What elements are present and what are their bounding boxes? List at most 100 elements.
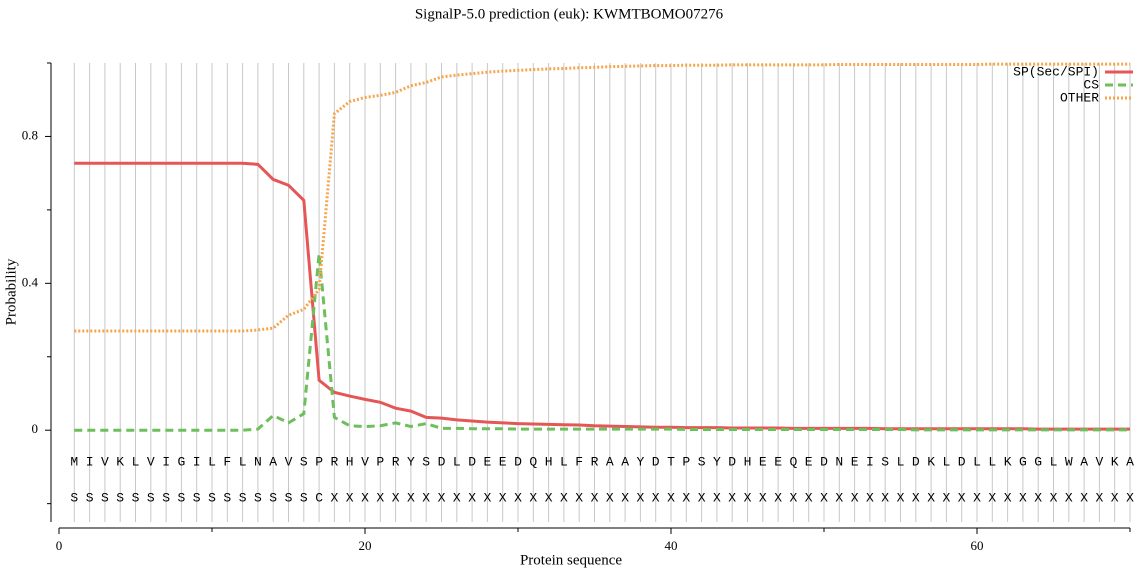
- residue-label: X: [835, 490, 843, 505]
- series-line: [74, 62, 1130, 333]
- residue: D: [514, 454, 522, 469]
- residue: F: [223, 454, 231, 469]
- legend-label: SP(Sec/SPI): [1013, 64, 1099, 79]
- residue-label: X: [942, 490, 950, 505]
- residue: G: [1034, 454, 1042, 469]
- residue-label: X: [1126, 490, 1134, 505]
- residue-label: X: [682, 490, 690, 505]
- residue-label: X: [881, 490, 889, 505]
- residue-label: X: [927, 490, 935, 505]
- residue: H: [545, 454, 553, 469]
- residue-label: X: [667, 490, 675, 505]
- residue-label: S: [147, 490, 155, 505]
- residue-label: X: [866, 490, 874, 505]
- residue: S: [698, 454, 706, 469]
- residue-label: X: [361, 490, 369, 505]
- residue: Q: [529, 454, 537, 469]
- residue: W: [1065, 454, 1073, 469]
- residue: H: [346, 454, 354, 469]
- residue: S: [881, 454, 889, 469]
- y-tick-label: 0.8: [22, 127, 38, 142]
- residue-label: X: [1065, 490, 1073, 505]
- residue: L: [132, 454, 140, 469]
- series-line: [74, 253, 1130, 432]
- residue-label: X: [851, 490, 859, 505]
- residue-label: X: [759, 490, 767, 505]
- residue-label: S: [269, 490, 277, 505]
- residue-label: X: [958, 490, 966, 505]
- residue-label: X: [1004, 490, 1012, 505]
- residue: N: [835, 454, 843, 469]
- residue: G: [1019, 454, 1027, 469]
- residue: P: [682, 454, 690, 469]
- residue: E: [805, 454, 813, 469]
- residue-label: S: [162, 490, 170, 505]
- residue-label: X: [713, 490, 721, 505]
- residue: L: [1050, 454, 1058, 469]
- residue-label: S: [116, 490, 124, 505]
- residue-label: X: [774, 490, 782, 505]
- residue-label: X: [453, 490, 461, 505]
- residue: V: [147, 454, 155, 469]
- residue: L: [942, 454, 950, 469]
- residue: Y: [407, 454, 415, 469]
- residue-label: X: [483, 490, 491, 505]
- residue-label: X: [988, 490, 996, 505]
- residue: M: [70, 454, 78, 469]
- residue-label: X: [728, 490, 736, 505]
- residue: L: [897, 454, 905, 469]
- residue: A: [621, 454, 629, 469]
- residue: V: [285, 454, 293, 469]
- y-axis-title: Probability: [3, 258, 19, 325]
- residue-label: X: [575, 490, 583, 505]
- residue: H: [744, 454, 752, 469]
- residue: D: [958, 454, 966, 469]
- residue-label: X: [1034, 490, 1042, 505]
- chart-title: SignalP-5.0 prediction (euk): KWMTBOMO07…: [415, 6, 724, 22]
- residue: R: [591, 454, 599, 469]
- residue: F: [575, 454, 583, 469]
- y-tick-label: 0: [32, 421, 39, 436]
- residue: L: [560, 454, 568, 469]
- residue: D: [728, 454, 736, 469]
- x-tick-label: 60: [971, 538, 984, 553]
- residue: G: [177, 454, 185, 469]
- residue-label: X: [529, 490, 537, 505]
- residue: K: [116, 454, 124, 469]
- residue: K: [1004, 454, 1012, 469]
- residue: R: [330, 454, 338, 469]
- residue-label: X: [1050, 490, 1058, 505]
- residue-label: S: [70, 490, 78, 505]
- residue: I: [86, 454, 94, 469]
- residue-label: S: [239, 490, 247, 505]
- residue: P: [315, 454, 323, 469]
- residue-label: X: [1080, 490, 1088, 505]
- residue: S: [300, 454, 308, 469]
- residue-label: X: [1111, 490, 1119, 505]
- residue: N: [254, 454, 262, 469]
- residue-label: S: [101, 490, 109, 505]
- residue: L: [988, 454, 996, 469]
- residue-label: X: [422, 490, 430, 505]
- residue-label: X: [330, 490, 338, 505]
- residue: E: [774, 454, 782, 469]
- residue-label: S: [132, 490, 140, 505]
- residue: P: [376, 454, 384, 469]
- residue-label: X: [606, 490, 614, 505]
- residue: L: [239, 454, 247, 469]
- residue: S: [422, 454, 430, 469]
- residue: D: [820, 454, 828, 469]
- legend-label: CS: [1083, 77, 1099, 92]
- residue: R: [392, 454, 400, 469]
- residue: E: [759, 454, 767, 469]
- residue: V: [101, 454, 109, 469]
- residue-label: S: [193, 490, 201, 505]
- residue: Y: [713, 454, 721, 469]
- residue-label: S: [285, 490, 293, 505]
- residue-label: X: [636, 490, 644, 505]
- residue-label: X: [1019, 490, 1027, 505]
- residue: I: [162, 454, 170, 469]
- residue-label: X: [912, 490, 920, 505]
- residue: L: [973, 454, 981, 469]
